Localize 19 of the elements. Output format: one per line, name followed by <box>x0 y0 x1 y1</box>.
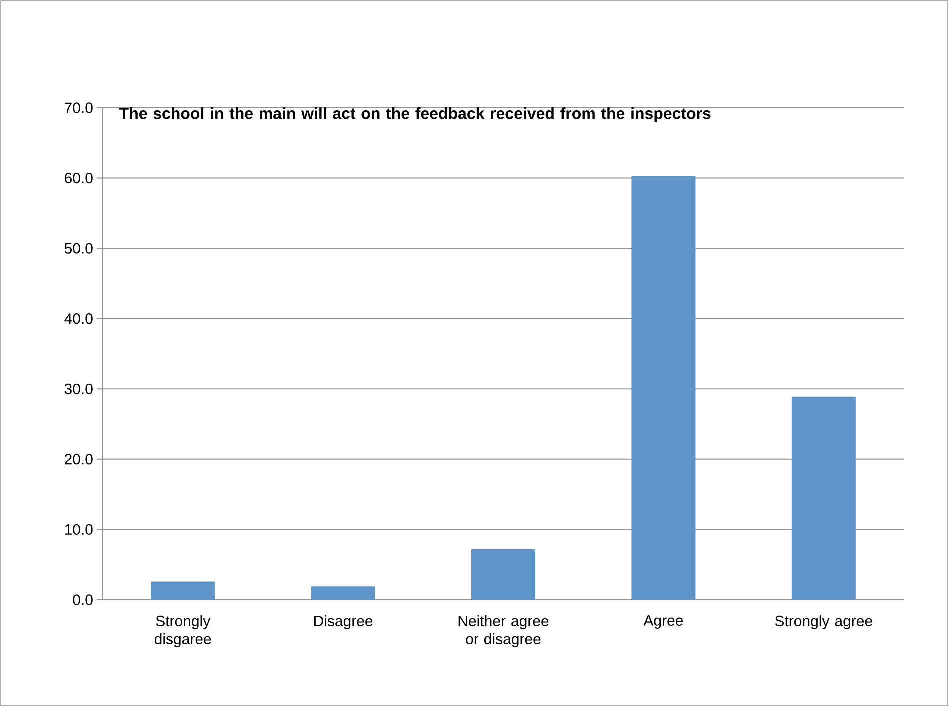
bar <box>311 586 376 600</box>
y-tick-label: 50.0 <box>64 243 93 254</box>
x-tick-label: Strongly disgaree <box>154 616 212 648</box>
y-tick-label: 20.0 <box>65 454 93 465</box>
bar <box>151 582 216 600</box>
x-tick-label: Neither agree or disagree <box>458 616 549 648</box>
y-tick-label: 30.0 <box>64 384 93 394</box>
y-tick-label: 10.0 <box>65 524 93 536</box>
y-tick-label: 0.0 <box>73 594 93 606</box>
x-tick-label: Strongly agree <box>775 616 872 630</box>
y-tick-label: 60.0 <box>65 172 93 184</box>
x-tick-label: Agree <box>644 616 684 629</box>
bar <box>632 176 696 600</box>
bar <box>472 549 536 600</box>
bar <box>792 396 856 600</box>
chart-title: The school in the main will act on the feedback received from the inspectors <box>120 108 711 122</box>
y-tick-label: 40.0 <box>64 314 93 324</box>
y-tick-label: 70.0 <box>65 102 93 114</box>
x-tick-label: Disagree <box>314 616 373 630</box>
